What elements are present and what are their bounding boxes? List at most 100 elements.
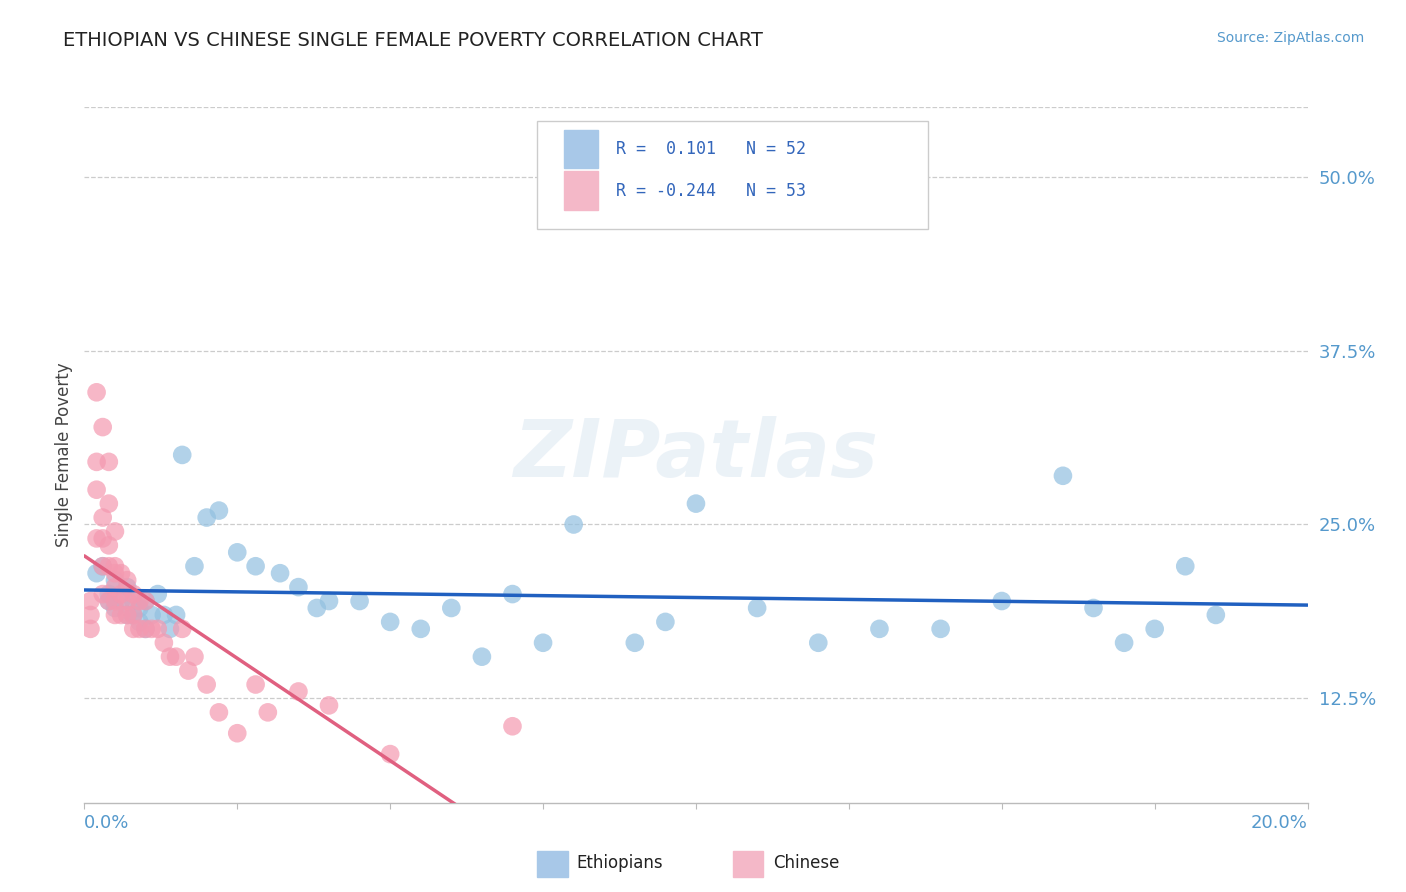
Point [807, 636, 830, 650]
Point [110, 594, 132, 608]
Text: Source: ZipAtlas.com: Source: ZipAtlas.com [1216, 31, 1364, 45]
FancyBboxPatch shape [537, 121, 928, 229]
Point [110, 587, 132, 601]
Point [128, 622, 150, 636]
Point [226, 726, 249, 740]
Point [208, 706, 231, 720]
Point [97, 538, 120, 552]
Point [115, 594, 138, 608]
Point [165, 649, 187, 664]
Point [146, 622, 169, 636]
Point [91, 532, 114, 546]
Point [1205, 607, 1227, 622]
Point [104, 566, 127, 581]
Point [409, 622, 432, 636]
Point [86, 532, 108, 546]
Point [97, 594, 120, 608]
Point [869, 622, 891, 636]
Text: 0.0%: 0.0% [84, 814, 129, 832]
Point [79, 594, 101, 608]
Point [79, 607, 101, 622]
Point [562, 517, 585, 532]
Point [91, 420, 114, 434]
Text: Chinese: Chinese [773, 855, 839, 872]
Point [1052, 468, 1074, 483]
Point [91, 559, 114, 574]
Point [97, 594, 120, 608]
Point [104, 601, 127, 615]
Point [122, 587, 145, 601]
Point [502, 587, 524, 601]
Point [1114, 636, 1136, 650]
Point [183, 649, 205, 664]
Point [153, 636, 176, 650]
Point [1174, 559, 1197, 574]
Point [349, 594, 371, 608]
Point [86, 483, 108, 497]
Point [502, 719, 524, 733]
Text: R =  0.101   N = 52: R = 0.101 N = 52 [616, 140, 807, 158]
Point [269, 566, 291, 581]
Point [226, 545, 249, 559]
Point [153, 607, 176, 622]
Point [747, 601, 769, 615]
Point [172, 622, 194, 636]
Text: 20.0%: 20.0% [1251, 814, 1308, 832]
Point [165, 607, 187, 622]
Text: Ethiopians: Ethiopians [576, 855, 662, 872]
Point [624, 636, 647, 650]
Point [128, 594, 150, 608]
Point [195, 510, 218, 524]
Point [97, 497, 120, 511]
Point [183, 559, 205, 574]
Point [115, 580, 138, 594]
Point [104, 573, 127, 587]
Text: ZIPatlas: ZIPatlas [513, 416, 879, 494]
Point [135, 622, 157, 636]
Point [86, 385, 108, 400]
Point [287, 684, 309, 698]
FancyBboxPatch shape [733, 851, 763, 877]
FancyBboxPatch shape [564, 129, 598, 168]
Point [104, 524, 127, 539]
FancyBboxPatch shape [537, 851, 568, 877]
Point [97, 559, 120, 574]
Point [97, 455, 120, 469]
FancyBboxPatch shape [564, 171, 598, 210]
Point [929, 622, 952, 636]
Point [104, 607, 127, 622]
Point [245, 559, 267, 574]
Point [122, 622, 145, 636]
Point [654, 615, 676, 629]
Point [86, 566, 108, 581]
Point [115, 573, 138, 587]
Text: R = -0.244   N = 53: R = -0.244 N = 53 [616, 182, 807, 200]
Point [531, 636, 554, 650]
Point [991, 594, 1014, 608]
Point [135, 622, 157, 636]
Point [115, 607, 138, 622]
Point [471, 649, 494, 664]
Text: ETHIOPIAN VS CHINESE SINGLE FEMALE POVERTY CORRELATION CHART: ETHIOPIAN VS CHINESE SINGLE FEMALE POVER… [63, 31, 763, 50]
Point [141, 607, 163, 622]
Point [380, 747, 402, 761]
Point [287, 580, 309, 594]
Point [79, 622, 101, 636]
Point [172, 448, 194, 462]
Point [208, 503, 231, 517]
Point [115, 607, 138, 622]
Point [685, 497, 707, 511]
Point [110, 566, 132, 581]
Point [1083, 601, 1105, 615]
Point [1143, 622, 1166, 636]
Point [104, 594, 127, 608]
Point [159, 622, 181, 636]
Point [440, 601, 463, 615]
Point [245, 677, 267, 691]
Point [318, 594, 340, 608]
Point [91, 587, 114, 601]
Point [305, 601, 328, 615]
Point [257, 706, 280, 720]
Point [91, 510, 114, 524]
Point [177, 664, 200, 678]
